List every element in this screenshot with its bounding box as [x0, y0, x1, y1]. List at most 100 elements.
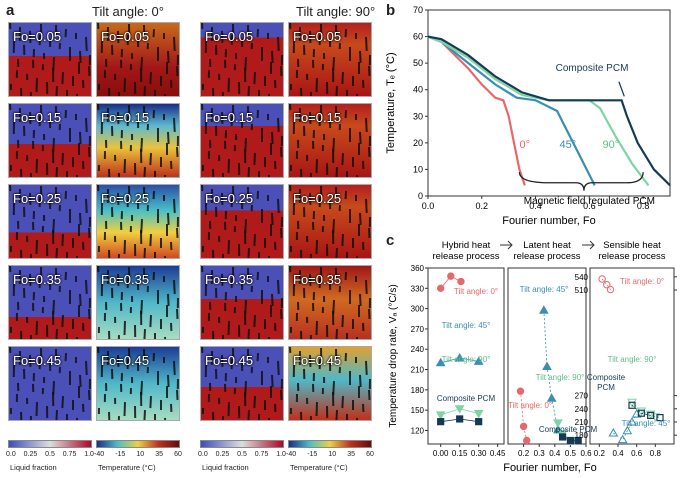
panel-c-letter: c [386, 232, 395, 249]
y-tick-label: 330 [411, 284, 425, 293]
x-axis-label: Fourier number, Fo [502, 215, 596, 227]
subplot-header: release process [513, 251, 580, 262]
colorbar-tick-label: -15 [115, 451, 126, 458]
y-tick-label: 0 [418, 191, 423, 201]
colorbar [96, 440, 180, 448]
x-tick-label: 0.4 [529, 201, 542, 211]
label-0deg: Tilt angle: 0° [620, 277, 664, 286]
x-tick-label: 0.4 [612, 449, 624, 458]
fourier-label: Fo=0.15 [13, 110, 62, 125]
x-tick-label: 0.3 [534, 449, 546, 458]
y-tick-label: 20 [413, 138, 423, 148]
series-line [631, 401, 656, 418]
fourier-label: Fo=0.05 [13, 29, 62, 44]
fourier-label: Fo=0.35 [13, 272, 62, 287]
fourier-label: Fo=0.25 [293, 191, 342, 206]
data-point [574, 436, 582, 445]
data-point [437, 418, 445, 426]
colorbar-tick-label: 0.0 [198, 451, 208, 458]
x-tick-label: 0.15 [452, 449, 468, 458]
temperature-tile-90deg: Fo=0.35 [288, 265, 372, 340]
colorbar-tick-label: 35 [155, 451, 164, 458]
colorbar-tick-label: 0.0 [6, 451, 16, 458]
data-point [539, 305, 549, 314]
series-line [427, 35, 596, 186]
fourier-label: Fo=0.35 [205, 272, 254, 287]
temperature-tile-0deg: Fo=0.35 [96, 265, 180, 340]
colorbar-tick-label: -40 [286, 451, 297, 458]
x-tick-label: 0.8 [637, 201, 650, 211]
temperature-tile-0deg: Fo=0.15 [96, 103, 180, 178]
data-point [647, 411, 655, 419]
series-line [613, 413, 638, 441]
data-point [435, 411, 446, 420]
x-tick-label: 0.45 [490, 449, 506, 458]
label-90deg: Tilt angle: 90° [608, 355, 657, 364]
x-tick-label: 0.6 [583, 201, 596, 211]
panel-a-letter: a [6, 2, 15, 19]
x-tick-label: 0.00 [433, 449, 449, 458]
subplot-header: release process [432, 251, 499, 262]
series-line [631, 404, 661, 418]
data-point [606, 285, 615, 294]
data-point [519, 422, 528, 431]
fourier-label: Fo=0.15 [293, 110, 342, 125]
y-tick-label: 60 [413, 32, 423, 42]
data-point [656, 414, 664, 422]
colorbar-tick-label: -15 [307, 451, 318, 458]
colorbar-tick-label: 1.0 [84, 451, 94, 458]
colorbar-tick-label: 1.0 [276, 451, 286, 458]
data-point [456, 415, 464, 423]
y-axis-label: Temperature drop rate, Vₐ (°C/s) [388, 284, 399, 427]
temperature-tile-90deg: Fo=0.25 [288, 184, 372, 259]
annotation-0deg: Tilt angle: 0° [508, 401, 552, 410]
subplot-header: Latent heat [523, 240, 571, 251]
y-tick-label: 270 [575, 392, 589, 401]
annotation-magnetic: Magnetic field regulated PCM [524, 196, 655, 207]
colorbar-title: Liquid fraction [10, 463, 57, 472]
data-point [598, 275, 606, 283]
tilt-90-title: Tilt angle: 90° [296, 4, 376, 19]
x-tick-label: 0.2 [518, 449, 530, 458]
colorbar-tick-label: 0.5 [237, 451, 247, 458]
x-tick-label: 0.4 [549, 449, 561, 458]
data-point [553, 419, 563, 428]
colorbar-tick-label: -40 [94, 451, 105, 458]
liquid-fraction-tile-0deg: Fo=0.25 [8, 184, 92, 259]
colorbar [288, 440, 372, 448]
colorbar-ticks: -40 -15 10 35 60 [286, 451, 374, 458]
subplot-frame [507, 267, 587, 445]
fourier-label: Fo=0.45 [101, 353, 150, 368]
label-45deg: Tilt angle: 45° [442, 321, 491, 330]
annotation-45deg: 45° [560, 139, 577, 151]
fourier-label: Fo=0.35 [293, 272, 342, 287]
fourier-label: Fo=0.05 [101, 29, 150, 44]
brace [518, 171, 644, 191]
data-point [628, 401, 636, 409]
label-composite: PCM [597, 383, 615, 392]
temperature-tile-90deg: Fo=0.45 [288, 346, 372, 421]
liquid-fraction-tile-0deg: Fo=0.15 [8, 103, 92, 178]
fourier-label: Fo=0.05 [293, 29, 342, 44]
x-tick-label: 0.6 [580, 449, 592, 458]
data-point [435, 357, 446, 367]
colorbar-tick-label: 0.25 [23, 451, 38, 458]
colorbar [8, 440, 92, 448]
data-point [546, 393, 557, 402]
x-tick-label: 0.2 [476, 201, 489, 211]
y-tick-label: 10 [413, 164, 423, 174]
annotation-90deg: Tilt angle: 90° [536, 373, 585, 382]
liquid-fraction-tile-90deg: Fo=0.35 [200, 265, 284, 340]
subplot-frame [589, 267, 675, 445]
annotation-90deg: 90° [603, 139, 620, 151]
fourier-label: Fo=0.25 [101, 191, 150, 206]
data-point [637, 409, 645, 417]
y-tick-label: 180 [575, 431, 589, 440]
colorbar-tick-label: 0.75 [254, 451, 269, 458]
subplot-header: Hybrid heat [442, 240, 491, 251]
fourier-label: Fo=0.05 [205, 29, 254, 44]
liquid-fraction-tile-90deg: Fo=0.05 [200, 22, 284, 97]
colorbar-tick-label: 0.75 [62, 451, 77, 458]
panel-b-chart: 0 10 20 30 40 50 60 70 0.0 0.2 0.4 0.6 0.8 Fourier nu… [385, 5, 671, 227]
